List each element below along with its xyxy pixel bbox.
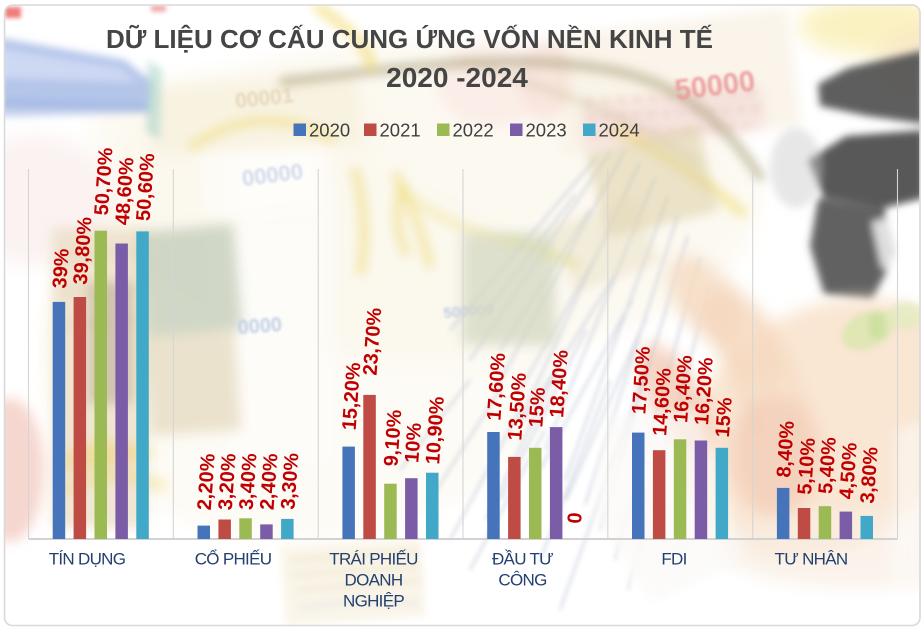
svg-text:18,40%: 18,40% xyxy=(546,349,573,418)
svg-text:0000: 0000 xyxy=(237,314,283,339)
svg-text:ĐẦU TƯ: ĐẦU TƯ xyxy=(492,550,553,569)
svg-text:CỔ PHIẾU: CỔ PHIẾU xyxy=(195,550,272,569)
svg-text:15,20%: 15,20% xyxy=(339,362,366,431)
svg-text:39,80%: 39,80% xyxy=(70,216,97,285)
svg-text:39%: 39% xyxy=(49,248,74,290)
svg-text:17,50%: 17,50% xyxy=(628,346,655,415)
svg-text:16,20%: 16,20% xyxy=(691,356,718,425)
svg-text:NGHIỆP: NGHIỆP xyxy=(343,592,404,611)
svg-text:2,40%: 2,40% xyxy=(257,452,283,510)
svg-text:4,50%: 4,50% xyxy=(836,442,862,500)
svg-text:3,30%: 3,30% xyxy=(277,452,303,510)
svg-text:2020 -2024: 2020 -2024 xyxy=(386,62,528,93)
svg-text:TƯ NHÂN: TƯ NHÂN xyxy=(775,550,848,569)
svg-text:14,60%: 14,60% xyxy=(649,367,676,436)
svg-text:3,20%: 3,20% xyxy=(215,453,241,511)
svg-text:TÍN DỤNG: TÍN DỤNG xyxy=(49,550,126,569)
svg-text:2022: 2022 xyxy=(453,120,494,141)
svg-text:17,60%: 17,60% xyxy=(483,352,510,421)
svg-text:48,60%: 48,60% xyxy=(112,156,139,225)
svg-text:DOANH: DOANH xyxy=(345,571,403,590)
svg-text:2024: 2024 xyxy=(599,120,640,141)
svg-text:5,40%: 5,40% xyxy=(815,436,841,494)
svg-text:10,90%: 10,90% xyxy=(422,396,449,465)
svg-text:9,10%: 9,10% xyxy=(380,409,406,467)
svg-text:15%: 15% xyxy=(525,386,550,428)
svg-text:TRÁI PHIẾU: TRÁI PHIẾU xyxy=(329,550,417,569)
svg-text:5,10%: 5,10% xyxy=(794,437,820,495)
svg-text:CÔNG: CÔNG xyxy=(498,571,546,590)
svg-text:13,50%: 13,50% xyxy=(504,372,531,441)
svg-text:50,70%: 50,70% xyxy=(91,147,118,216)
svg-text:50,60%: 50,60% xyxy=(133,152,160,221)
svg-text:0: 0 xyxy=(564,512,587,525)
svg-text:10%: 10% xyxy=(401,422,426,464)
svg-text:23,70%: 23,70% xyxy=(360,307,387,376)
svg-text:2021: 2021 xyxy=(380,120,421,141)
svg-text:16,40%: 16,40% xyxy=(670,354,697,423)
svg-text:2023: 2023 xyxy=(526,120,567,141)
svg-text:3,80%: 3,80% xyxy=(857,446,883,504)
svg-text:DỮ LIỆU CƠ CẤU CUNG ỨNG VỐN NỀ: DỮ LIỆU CƠ CẤU CUNG ỨNG VỐN NỀN KINH TẾ xyxy=(106,24,713,54)
svg-text:8,40%: 8,40% xyxy=(773,420,799,478)
svg-text:15%: 15% xyxy=(712,396,737,438)
svg-text:2020: 2020 xyxy=(309,120,350,141)
svg-text:2,20%: 2,20% xyxy=(194,453,220,511)
svg-text:FDI: FDI xyxy=(661,550,686,569)
svg-text:3,40%: 3,40% xyxy=(236,452,262,510)
